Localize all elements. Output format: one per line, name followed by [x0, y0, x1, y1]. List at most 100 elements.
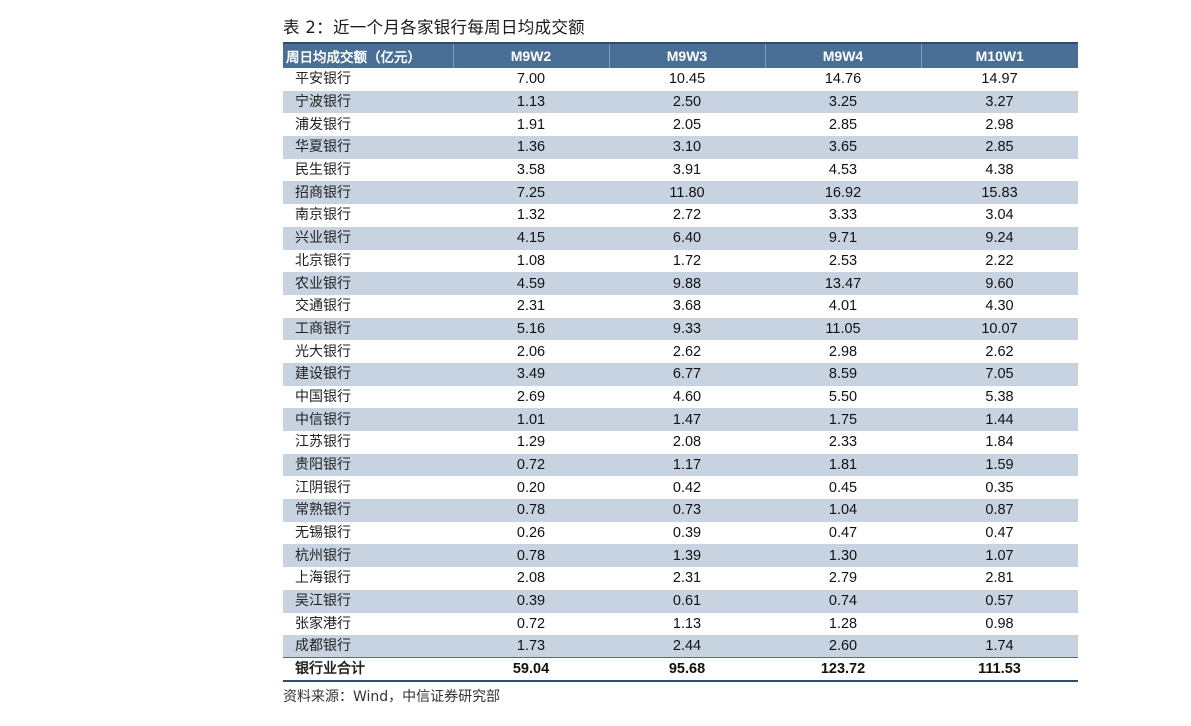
table-row: 中信银行 1.01 1.47 1.75 1.44 [283, 408, 1078, 431]
value-cell: 3.25 [828, 94, 858, 111]
value-cell: 11.05 [825, 320, 861, 337]
value-cell: 0.74 [828, 593, 858, 610]
bank-name-cell: 招商银行 [295, 184, 351, 201]
bank-name-cell: 贵阳银行 [295, 457, 351, 474]
table-row: 吴江银行 0.39 0.61 0.74 0.57 [283, 589, 1078, 613]
report-table-figure: 表 2：近一个月各家银行每周日均成交额 周日均成交额（亿元） M9W2 M9W3… [283, 16, 1078, 707]
bank-name-cell: 宁波银行 [295, 94, 351, 111]
value-cell: 0.26 [516, 525, 546, 542]
value-cell: 3.33 [828, 207, 858, 224]
value-cell: 8.59 [828, 366, 858, 383]
table-row: 宁波银行 1.13 2.50 3.25 3.27 [283, 90, 1078, 114]
table-row: 交通银行 2.31 3.68 4.01 4.30 [283, 295, 1078, 318]
value-cell: 2.98 [828, 343, 858, 360]
value-cell: 3.68 [672, 298, 702, 315]
total-row: 银行业合计 59.04 95.68 123.72 111.53 [283, 657, 1078, 682]
bank-name-cell: 北京银行 [295, 252, 351, 269]
value-cell: 2.31 [516, 298, 546, 315]
table-row: 兴业银行 4.15 6.40 9.71 9.24 [283, 226, 1078, 250]
value-cell: 2.06 [516, 343, 546, 360]
value-cell: 2.72 [672, 207, 702, 224]
total-value-cell: 111.53 [921, 657, 1078, 682]
value-cell: 3.10 [672, 139, 702, 156]
value-cell: 1.04 [828, 502, 858, 519]
bank-name-cell: 平安银行 [295, 71, 351, 88]
value-cell: 0.45 [828, 479, 858, 496]
value-cell: 3.91 [672, 162, 702, 179]
bank-name-cell: 江苏银行 [295, 434, 351, 451]
value-cell: 2.08 [672, 434, 702, 451]
value-cell: 7.00 [516, 71, 546, 88]
bank-name-cell: 工商银行 [295, 320, 351, 337]
table-row: 常熟银行 0.78 0.73 1.04 0.87 [283, 499, 1078, 522]
bank-name-cell: 华夏银行 [295, 139, 351, 156]
header-cell-m9w3: M9W3 [608, 43, 765, 68]
value-cell: 1.17 [672, 457, 702, 474]
value-cell: 1.32 [516, 207, 546, 224]
value-cell: 0.61 [672, 593, 702, 610]
value-cell: 4.53 [828, 162, 858, 179]
value-cell: 0.98 [985, 615, 1014, 632]
bank-name-cell: 南京银行 [295, 207, 351, 224]
value-cell: 10.07 [981, 320, 1018, 337]
bank-name-cell: 中国银行 [295, 388, 351, 405]
value-cell: 1.47 [672, 411, 702, 428]
table-row: 江阴银行 0.20 0.42 0.45 0.35 [283, 476, 1078, 499]
value-cell: 2.62 [672, 343, 702, 360]
table-row: 农业银行 4.59 9.88 13.47 9.60 [283, 272, 1078, 295]
value-cell: 2.69 [516, 388, 546, 405]
bank-name-cell: 农业银行 [295, 275, 351, 292]
value-cell: 7.25 [516, 184, 546, 201]
table-header: 周日均成交额（亿元） M9W2 M9W3 M9W4 M10W1 [283, 43, 1078, 68]
value-cell: 2.81 [985, 570, 1014, 587]
value-cell: 2.44 [672, 638, 702, 655]
value-cell: 1.01 [516, 411, 546, 428]
value-cell: 1.44 [985, 411, 1014, 428]
value-cell: 1.28 [828, 615, 858, 632]
value-cell: 1.29 [516, 434, 546, 451]
table-row: 成都银行 1.73 2.44 2.60 1.74 [283, 635, 1078, 658]
header-cell-m9w2: M9W2 [452, 43, 609, 68]
value-cell: 5.16 [516, 320, 546, 337]
table-row: 张家港行 0.72 1.13 1.28 0.98 [283, 613, 1078, 636]
value-cell: 1.75 [828, 411, 858, 428]
total-value-cell: 95.68 [609, 657, 765, 682]
bank-name-cell: 杭州银行 [295, 547, 351, 564]
table-row: 浦发银行 1.91 2.05 2.85 2.98 [283, 113, 1078, 136]
value-cell: 1.13 [516, 94, 546, 111]
table-row: 华夏银行 1.36 3.10 3.65 2.85 [283, 136, 1078, 159]
table-row: 贵阳银行 0.72 1.17 1.81 1.59 [283, 453, 1078, 477]
value-cell: 6.40 [672, 230, 702, 247]
table-row: 光大银行 2.06 2.62 2.98 2.62 [283, 340, 1078, 363]
value-cell: 0.35 [985, 479, 1014, 496]
bank-name-cell: 常熟银行 [295, 502, 351, 519]
table-row: 招商银行 7.25 11.80 16.92 15.83 [283, 181, 1078, 205]
value-cell: 4.01 [828, 298, 858, 315]
value-cell: 2.85 [985, 139, 1014, 156]
bank-name-cell: 建设银行 [295, 366, 351, 383]
value-cell: 3.27 [985, 94, 1014, 111]
value-cell: 3.04 [985, 207, 1014, 224]
bank-name-cell: 张家港行 [295, 615, 351, 632]
value-cell: 0.47 [828, 525, 858, 542]
value-cell: 0.73 [672, 502, 702, 519]
header-cell-m10w1: M10W1 [920, 43, 1078, 68]
value-cell: 0.72 [516, 457, 546, 474]
table-title: 表 2：近一个月各家银行每周日均成交额 [283, 18, 585, 37]
value-cell: 2.98 [985, 116, 1014, 133]
value-cell: 0.78 [516, 547, 546, 564]
bank-name-cell: 成都银行 [295, 638, 351, 655]
value-cell: 2.62 [985, 343, 1014, 360]
bank-name-cell: 民生银行 [295, 162, 351, 179]
header-cell-metric: 周日均成交额（亿元） [286, 50, 421, 66]
value-cell: 0.87 [985, 502, 1014, 519]
value-cell: 9.33 [672, 320, 702, 337]
header-cell-m9w4: M9W4 [764, 43, 921, 68]
value-cell: 2.53 [828, 252, 858, 269]
value-cell: 13.47 [824, 275, 862, 292]
value-cell: 2.22 [985, 252, 1014, 269]
value-cell: 1.30 [828, 547, 858, 564]
value-cell: 1.72 [672, 252, 702, 269]
value-cell: 9.60 [985, 275, 1014, 292]
value-cell: 1.91 [516, 116, 546, 133]
